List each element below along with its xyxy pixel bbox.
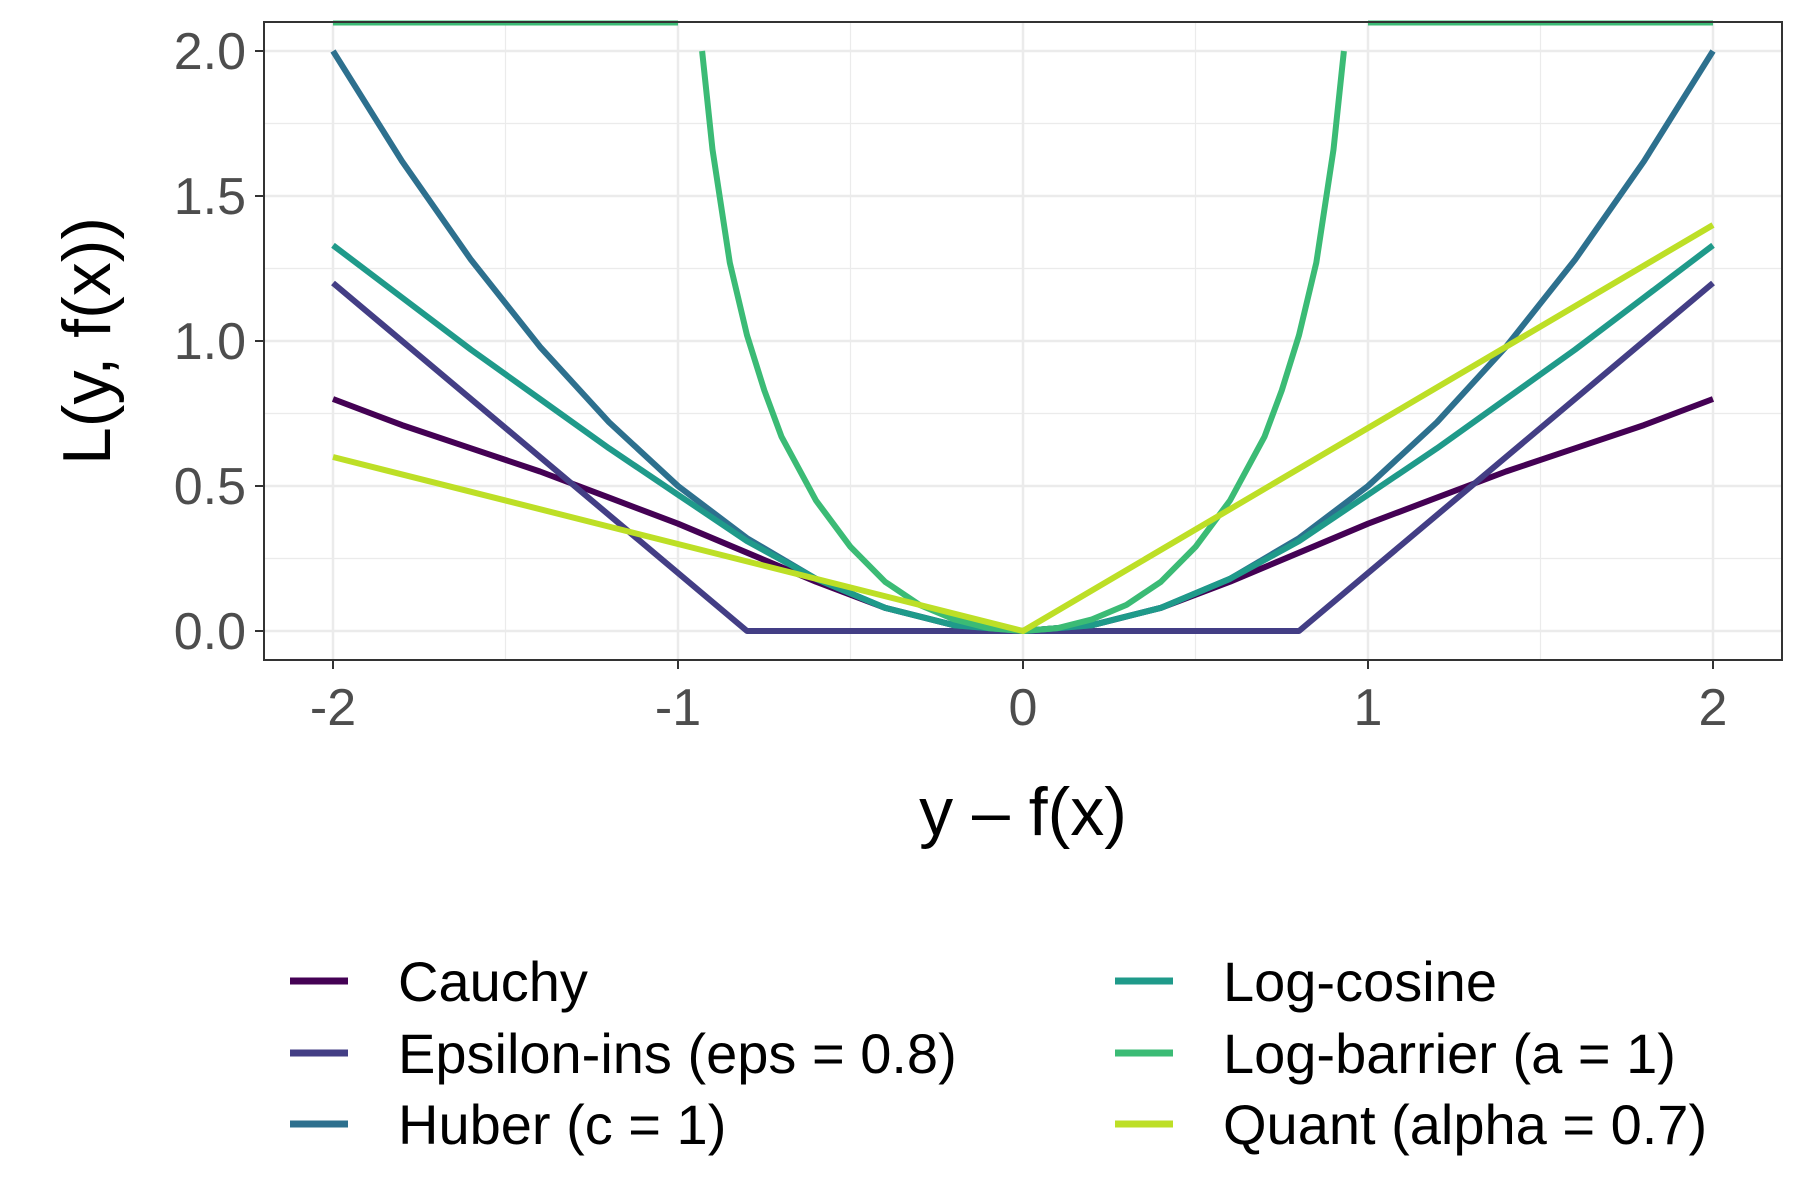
legend-item: Log-barrier (a = 1) bbox=[1115, 1022, 1676, 1085]
legend-item: Cauchy bbox=[290, 950, 588, 1013]
legend-label: Log-barrier (a = 1) bbox=[1223, 1022, 1676, 1085]
x-tick-label: 2 bbox=[1699, 679, 1728, 737]
legend-item: Epsilon-ins (eps = 0.8) bbox=[290, 1022, 957, 1085]
legend-item: Huber (c = 1) bbox=[290, 1093, 726, 1156]
y-tick-label: 2.0 bbox=[174, 23, 246, 81]
x-tick-label: 0 bbox=[1009, 679, 1038, 737]
y-tick-label: 0.0 bbox=[174, 603, 246, 661]
x-axis-title: y – f(x) bbox=[919, 774, 1127, 850]
legend-label: Log-cosine bbox=[1223, 950, 1497, 1013]
x-tick-label: 1 bbox=[1354, 679, 1383, 737]
x-tick-label: -2 bbox=[310, 679, 356, 737]
y-tick-label: 1.5 bbox=[174, 168, 246, 226]
y-tick-label: 0.5 bbox=[174, 458, 246, 516]
x-axis: -2 -1 0 1 2 bbox=[310, 660, 1728, 737]
legend: Cauchy Epsilon-ins (eps = 0.8) Huber (c = … bbox=[290, 950, 1707, 1156]
legend-label: Quant (alpha = 0.7) bbox=[1223, 1093, 1707, 1156]
data-lines bbox=[330, 20, 1716, 634]
y-tick-label: 1.0 bbox=[174, 313, 246, 371]
series-line bbox=[332, 222, 1715, 634]
legend-label: Huber (c = 1) bbox=[398, 1093, 726, 1156]
legend-label: Epsilon-ins (eps = 0.8) bbox=[398, 1022, 957, 1085]
legend-item: Quant (alpha = 0.7) bbox=[1115, 1093, 1707, 1156]
legend-item: Log-cosine bbox=[1115, 950, 1497, 1013]
x-tick-label: -1 bbox=[655, 679, 701, 737]
y-axis-title: L(y, f(x)) bbox=[49, 217, 125, 465]
legend-label: Cauchy bbox=[398, 950, 588, 1013]
y-axis: 0.0 0.5 1.0 1.5 2.0 bbox=[174, 23, 264, 661]
